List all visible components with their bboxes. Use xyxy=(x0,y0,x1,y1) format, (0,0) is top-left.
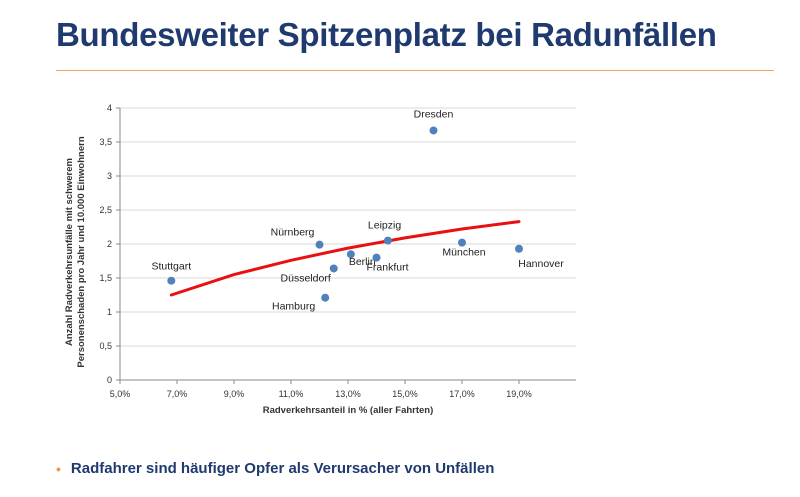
y-axis-title-line: Anzahl Radverkehrsunfälle mit schwerem xyxy=(64,158,75,346)
y-tick-label: 0 xyxy=(107,375,112,385)
y-tick-label: 2,5 xyxy=(99,205,112,215)
slide-title: Bundesweiter Spitzenplatz bei Radunfälle… xyxy=(56,16,717,53)
data-point xyxy=(372,253,381,262)
data-label: Stuttgart xyxy=(151,261,191,273)
x-axis-title: Radverkehrsanteil in % (aller Fahrten) xyxy=(263,405,434,416)
title-divider xyxy=(56,70,774,71)
x-tick-label: 7,0% xyxy=(167,389,188,399)
x-tick-label: 15,0% xyxy=(392,389,418,399)
bullet-icon: • xyxy=(56,460,61,477)
trend-line xyxy=(169,220,521,297)
y-tick-label: 3,5 xyxy=(99,137,112,147)
data-label: Nürnberg xyxy=(271,227,315,239)
data-point xyxy=(167,276,176,285)
y-tick-label: 1 xyxy=(107,307,112,317)
y-tick-label: 0,5 xyxy=(99,341,112,351)
x-tick-label: 9,0% xyxy=(224,389,245,399)
y-axis-title-line: Personenschaden pro Jahr und 10.000 Einw… xyxy=(76,136,87,367)
data-label: Dresden xyxy=(414,108,454,120)
data-label: Hamburg xyxy=(272,301,315,313)
data-point xyxy=(321,293,330,302)
y-tick-label: 4 xyxy=(107,103,112,113)
y-tick-label: 1,5 xyxy=(99,273,112,283)
bullet-item: • Radfahrer sind häufiger Opfer als Veru… xyxy=(56,460,494,477)
data-point xyxy=(515,244,523,253)
data-label: München xyxy=(442,247,485,259)
data-point xyxy=(383,236,392,245)
bullet-text: Radfahrer sind häufiger Opfer als Verurs… xyxy=(70,460,495,477)
x-tick-label: 19,0% xyxy=(506,389,532,399)
x-tick-label: 5,0% xyxy=(110,389,131,399)
data-label: Berlin xyxy=(349,256,376,268)
data-label: Frankfurt xyxy=(367,262,409,274)
y-tick-label: 2 xyxy=(107,239,112,249)
data-label: Leipzig xyxy=(368,220,401,232)
data-point xyxy=(429,126,438,135)
x-tick-label: 17,0% xyxy=(449,389,475,399)
x-tick-label: 11,0% xyxy=(279,389,304,399)
data-point xyxy=(329,264,338,273)
x-tick-label: 13,0% xyxy=(335,389,361,399)
data-point xyxy=(458,238,466,247)
data-point xyxy=(315,240,324,249)
y-tick-label: 3 xyxy=(107,171,112,181)
data-label: Düsseldorf xyxy=(281,272,331,284)
data-label: Hannover xyxy=(518,258,564,270)
data-point xyxy=(346,250,355,259)
